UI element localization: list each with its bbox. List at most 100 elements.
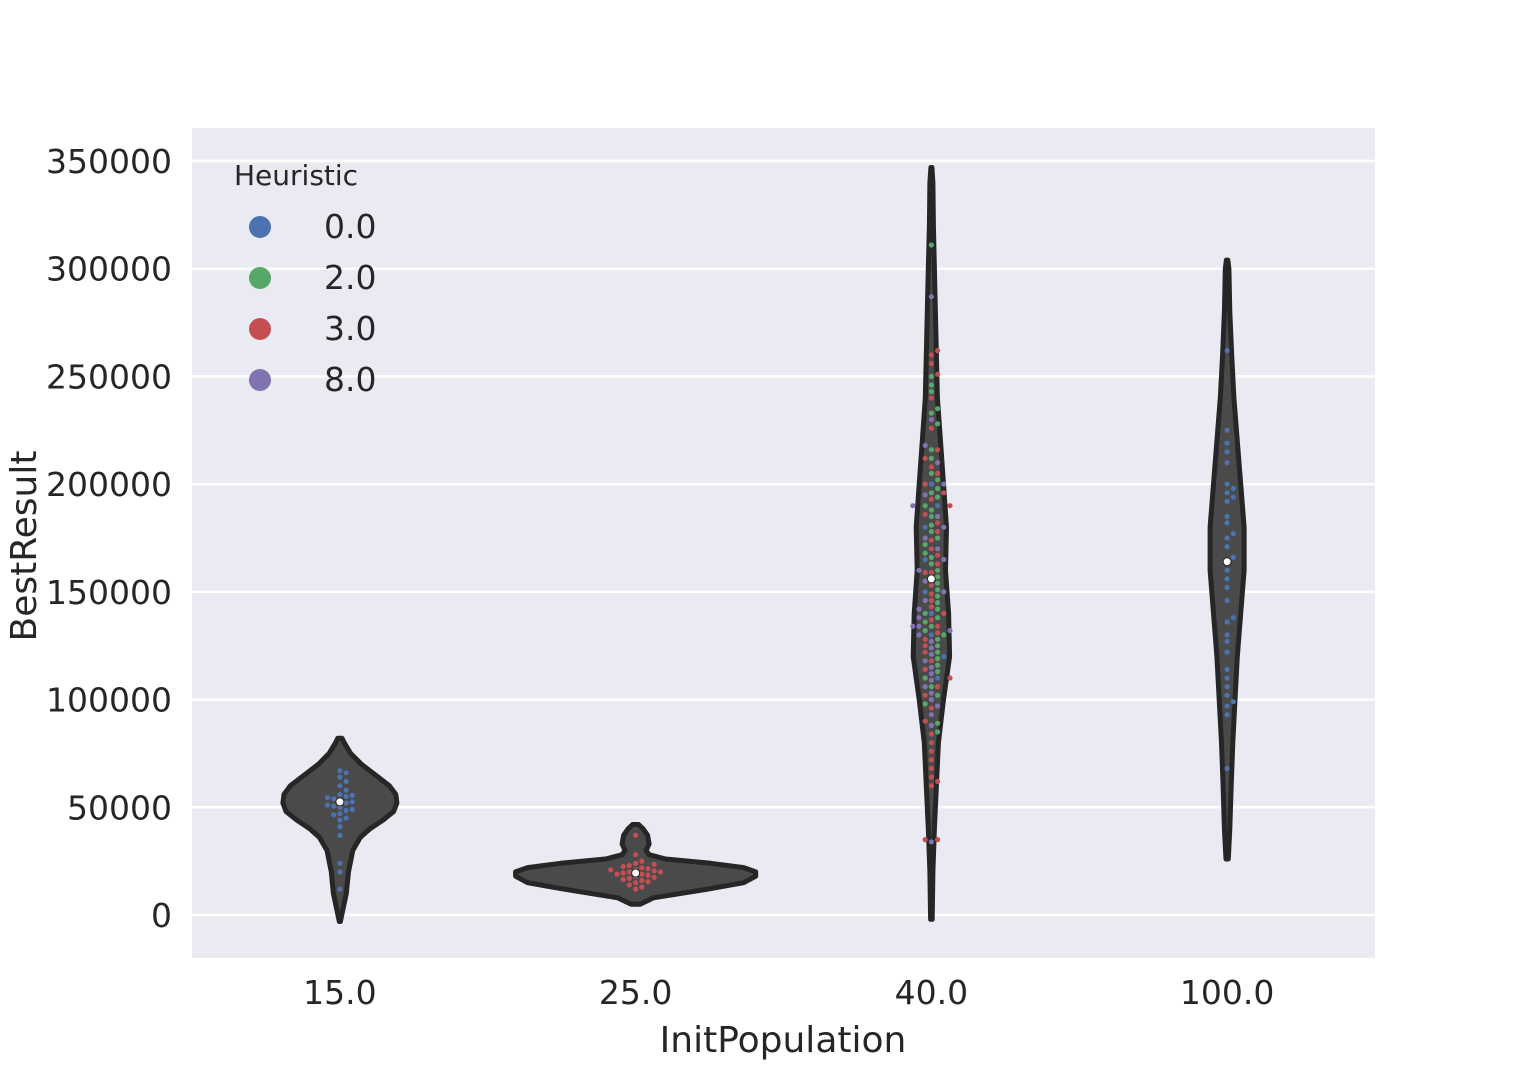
data-point [916,623,922,629]
data-point [935,649,941,655]
y-tick-label: 350000 [46,142,172,181]
data-point [337,783,343,789]
data-point [928,537,935,543]
data-point [1224,692,1230,698]
data-point [626,869,633,875]
data-point [935,837,941,843]
data-point [935,535,941,541]
data-point [928,513,935,520]
data-point [626,862,633,869]
x-axis-label: InitPopulation [660,1020,907,1061]
data-point [928,638,935,645]
data-point [928,651,935,657]
data-point [657,869,664,875]
legend-label: 3.0 [324,309,376,348]
data-point [928,705,935,711]
data-point [1224,481,1230,487]
data-point [922,442,928,448]
data-point [1224,449,1230,455]
data-point [916,632,922,638]
data-point [935,615,941,621]
data-point [928,658,935,664]
data-point [935,503,941,509]
data-point [947,675,953,681]
data-point [337,824,343,830]
data-point [928,464,935,470]
data-point [349,792,355,799]
violin-median [631,868,641,878]
data-point [614,871,620,877]
data-point [922,492,928,498]
data-point [1224,584,1230,591]
data-point [928,610,935,617]
data-point [941,653,947,660]
data-point [626,875,633,882]
data-point [337,886,343,892]
plot-background [192,128,1375,958]
data-point [928,410,935,416]
data-point [651,874,657,880]
data-point [349,799,355,805]
data-point [935,684,941,690]
data-point [935,692,941,698]
data-point [935,421,941,427]
data-point [651,868,657,874]
data-point [1230,615,1236,621]
data-point [1230,699,1236,705]
data-point [910,503,916,509]
data-point [1224,765,1230,772]
data-point [922,589,928,595]
data-point [639,884,645,890]
data-point [331,812,337,818]
data-point [916,567,922,573]
data-point [928,416,935,423]
data-point [941,589,947,595]
data-point [935,606,941,612]
y-tick-label: 250000 [46,357,172,396]
data-point [922,550,928,556]
data-point [935,729,941,735]
data-point [1224,544,1230,550]
data-point [941,632,947,638]
legend-marker [249,318,271,340]
data-point [928,604,935,610]
y-tick-label: 150000 [46,573,172,612]
data-point [928,597,935,604]
data-point [935,460,941,466]
data-point [608,867,614,873]
data-point [928,722,935,729]
data-point [928,839,935,845]
data-point [928,664,935,670]
data-point [928,774,935,780]
data-point [922,718,928,724]
data-point [633,886,639,892]
data-point [633,860,639,866]
x-tick-label: 15.0 [303,973,376,1012]
data-point [947,503,953,509]
data-point [337,791,343,798]
data-point [935,778,941,785]
legend-label: 0.0 [324,207,376,246]
data-point [337,869,343,875]
data-point [935,630,941,636]
data-point [331,803,337,809]
data-point [928,731,935,737]
data-point [337,832,343,838]
data-point [928,582,935,589]
data-point [947,628,953,634]
data-point [1224,520,1230,526]
y-tick-label: 100000 [46,681,172,720]
data-point [928,645,935,651]
legend-entries: 0.0 2.0 3.0 8.0 [249,207,376,399]
data-point [633,832,639,838]
data-point [1230,531,1236,537]
data-point [928,712,935,718]
data-point [922,535,928,541]
data-point [922,597,928,604]
data-point [928,546,935,552]
data-point [922,481,928,487]
data-point [928,425,935,431]
data-point [331,796,337,802]
data-point [928,294,935,300]
data-point [935,567,941,573]
